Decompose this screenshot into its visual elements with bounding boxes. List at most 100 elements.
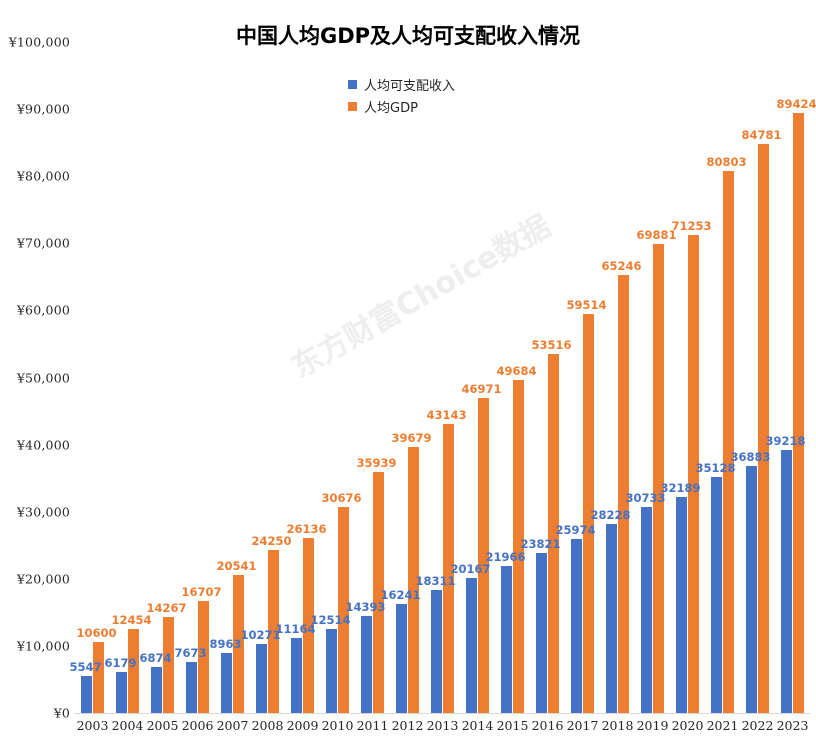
bar-gdp[interactable] bbox=[93, 641, 104, 713]
bar-income[interactable] bbox=[641, 506, 652, 713]
bar-value-label-gdp: 35939 bbox=[356, 455, 397, 470]
bar-value-label-gdp: 71253 bbox=[671, 218, 712, 233]
bar-gdp[interactable] bbox=[233, 575, 244, 713]
y-axis-tick-label: ¥60,000 bbox=[16, 302, 70, 318]
bar-gdp[interactable] bbox=[338, 507, 349, 713]
bar-gdp[interactable] bbox=[443, 423, 454, 713]
bar-value-label-income: 32189 bbox=[660, 481, 701, 495]
bar-value-label-gdp: 16707 bbox=[181, 584, 222, 599]
bar-value-label-income: 6874 bbox=[139, 650, 172, 665]
bar-income[interactable] bbox=[116, 671, 127, 713]
bar-gdp[interactable] bbox=[618, 275, 629, 713]
plot-area: 5547 10600 6179 12454 6874 14267 7673 16707 8963… bbox=[69, 42, 816, 713]
x-axis-tick-label: 2005 bbox=[146, 718, 179, 733]
legend-label-income: 人均可支配收入 bbox=[364, 78, 456, 94]
bar-value-label-gdp: 12454 bbox=[111, 613, 152, 628]
bar-value-label-income: 6179 bbox=[104, 655, 137, 670]
chart-title: 中国人均GDP及人均可支配收入情况 bbox=[235, 24, 581, 48]
bar-income[interactable] bbox=[781, 449, 792, 713]
bar-value-label-income: 30733 bbox=[625, 490, 666, 505]
x-axis-tick-label: 2021 bbox=[706, 718, 739, 733]
bar-value-label-gdp: 26136 bbox=[286, 521, 327, 536]
x-axis-tick-label: 2017 bbox=[566, 718, 599, 733]
x-axis-tick-label: 2016 bbox=[531, 718, 564, 733]
x-axis-tick-label: 2011 bbox=[356, 718, 389, 733]
bar-value-label-gdp: 10600 bbox=[76, 625, 117, 640]
x-axis: 2003 2004 2005 2006 2007 2008 2009 2010 2011 2012… bbox=[75, 718, 810, 744]
bar-value-label-gdp: 14267 bbox=[146, 601, 187, 616]
bar-value-label-gdp: 30676 bbox=[321, 491, 362, 506]
bar-value-label-income: 28228 bbox=[590, 507, 631, 522]
bar-value-label-gdp: 53516 bbox=[531, 337, 572, 352]
bar-gdp[interactable] bbox=[408, 446, 419, 713]
bar-value-label-income: 14393 bbox=[345, 600, 386, 615]
bar-income[interactable] bbox=[431, 590, 442, 713]
bar-gdp[interactable] bbox=[583, 313, 594, 713]
bar-gdp[interactable] bbox=[198, 600, 209, 713]
bar-gdp[interactable] bbox=[548, 353, 559, 713]
bar-value-label-gdp: 49684 bbox=[496, 363, 537, 378]
axis-baseline bbox=[75, 713, 810, 714]
x-axis-tick-label: 2003 bbox=[76, 718, 109, 733]
bar-income[interactable] bbox=[361, 616, 372, 713]
bar-gdp[interactable] bbox=[268, 550, 279, 713]
y-axis-tick-label: ¥100,000 bbox=[8, 34, 70, 50]
y-axis-tick-label: ¥90,000 bbox=[16, 101, 70, 117]
y-axis-tick-label: ¥30,000 bbox=[16, 504, 70, 520]
bar-income[interactable] bbox=[396, 604, 407, 713]
bar-income[interactable] bbox=[571, 538, 582, 713]
y-axis-tick-label: ¥10,000 bbox=[16, 638, 70, 654]
legend-item-income[interactable]: 人均可支配收入 bbox=[348, 74, 548, 94]
legend-item-gdp[interactable]: 人均GDP bbox=[348, 96, 548, 116]
bar-value-label-gdp: 24250 bbox=[251, 534, 292, 549]
bar-income[interactable] bbox=[151, 666, 162, 713]
bar-gdp[interactable] bbox=[793, 112, 804, 713]
y-axis-tick-label: ¥0 bbox=[53, 705, 70, 721]
bar-income[interactable] bbox=[186, 661, 197, 713]
bar-income[interactable] bbox=[676, 497, 687, 713]
bar-income[interactable] bbox=[606, 523, 617, 713]
bar-value-label-gdp: 46971 bbox=[461, 381, 502, 396]
bar-value-label-income: 25974 bbox=[555, 522, 596, 537]
bar-value-label-gdp: 20541 bbox=[216, 559, 257, 574]
bar-value-label-income: 23821 bbox=[520, 537, 561, 552]
bar-value-label-gdp: 65246 bbox=[601, 259, 642, 274]
x-axis-tick-label: 2015 bbox=[496, 718, 529, 733]
bar-gdp[interactable] bbox=[303, 537, 314, 713]
bar-gdp[interactable] bbox=[373, 471, 384, 713]
bar-income[interactable] bbox=[291, 638, 302, 713]
bar-gdp[interactable] bbox=[653, 244, 664, 713]
bar-value-label-gdp: 80803 bbox=[706, 154, 747, 169]
y-axis-tick-label: ¥40,000 bbox=[16, 437, 70, 453]
x-axis-tick-label: 2012 bbox=[391, 718, 424, 733]
bar-income[interactable] bbox=[466, 577, 477, 713]
bar-gdp[interactable] bbox=[128, 629, 139, 713]
bar-gdp[interactable] bbox=[688, 234, 699, 713]
bar-income[interactable] bbox=[536, 553, 547, 713]
bar-income[interactable] bbox=[746, 465, 757, 713]
bar-income[interactable] bbox=[501, 565, 512, 713]
bar-gdp[interactable] bbox=[163, 617, 174, 713]
x-axis-tick-label: 2014 bbox=[461, 718, 494, 733]
x-axis-tick-label: 2020 bbox=[671, 718, 704, 733]
bar-gdp[interactable] bbox=[723, 170, 734, 713]
bar-value-label-gdp: 84781 bbox=[741, 128, 782, 143]
legend-swatch-gdp bbox=[348, 101, 357, 111]
bar-income[interactable] bbox=[711, 477, 722, 713]
bar-value-label-income: 36883 bbox=[730, 449, 771, 464]
bar-income[interactable] bbox=[221, 652, 232, 713]
bar-gdp[interactable] bbox=[758, 144, 769, 713]
bar-value-label-income: 8963 bbox=[209, 636, 242, 651]
bar-value-label-income: 5547 bbox=[69, 659, 102, 674]
bar-gdp[interactable] bbox=[478, 397, 489, 713]
bar-value-label-income: 21966 bbox=[485, 549, 526, 564]
x-axis-tick-label: 2010 bbox=[321, 718, 354, 733]
bar-value-label-gdp: 59514 bbox=[566, 297, 607, 312]
bar-gdp[interactable] bbox=[513, 379, 524, 713]
bar-income[interactable] bbox=[326, 629, 337, 713]
bar-income[interactable] bbox=[256, 644, 267, 713]
bar-income[interactable] bbox=[81, 675, 92, 713]
bar-value-label-income: 12514 bbox=[310, 613, 351, 628]
y-axis-tick-label: ¥50,000 bbox=[16, 370, 70, 385]
chart-legend: 人均可支配收入 人均GDP bbox=[348, 74, 548, 118]
